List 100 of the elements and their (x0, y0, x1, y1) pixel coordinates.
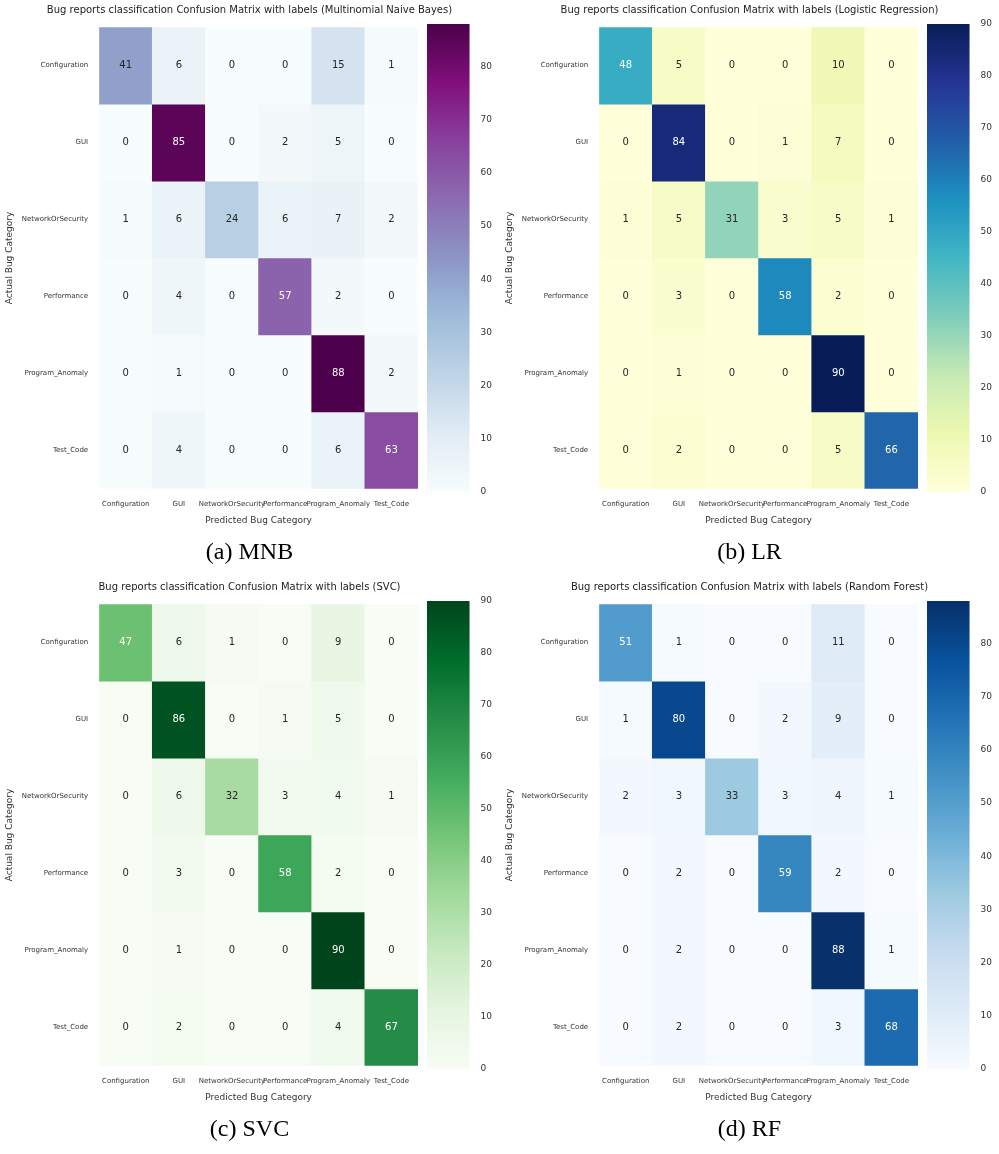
data-label: 0 (781, 943, 789, 955)
data-label: 4 (335, 1020, 342, 1032)
data-label: 7 (335, 213, 342, 225)
text: (b) LR (716, 538, 783, 565)
data-label: 0 (622, 366, 629, 378)
data-label: 0 (281, 59, 289, 71)
text: (c) SVC (208, 1115, 291, 1142)
data-label: 0 (728, 443, 736, 455)
data-label: 80 (672, 713, 686, 725)
data-label: 1 (175, 943, 183, 955)
data-label: 0 (228, 136, 236, 148)
x-axis-title: Predicted Bug Category (705, 514, 813, 525)
data-label: 66 (885, 443, 898, 455)
data-label: 6 (175, 59, 183, 71)
data-label: 0 (728, 290, 736, 302)
data-label: 5 (835, 213, 842, 225)
y-axis-title: Actual Bug Category (503, 211, 514, 305)
data-label: 2 (781, 713, 789, 725)
data-label: 0 (728, 366, 736, 378)
data-label: 31 (725, 213, 739, 225)
data-label: 0 (122, 1020, 129, 1032)
data-label: 0 (122, 366, 129, 378)
data-label: 3 (175, 867, 183, 879)
color-bar-label: 50 (480, 803, 493, 814)
data-label: 9 (835, 713, 842, 725)
data-label: 0 (228, 713, 236, 725)
data-label: 0 (888, 136, 895, 148)
data-label: 2 (675, 443, 683, 455)
data-label: 0 (622, 1020, 629, 1032)
data-label: 0 (781, 1020, 789, 1032)
chart-title: Bug reports classification Confusion Matrix with labels (Random Forest) (569, 581, 930, 592)
data-label: 2 (622, 790, 629, 802)
data-label: 0 (622, 867, 629, 879)
color-bar-label: 30 (480, 326, 493, 337)
chart-title: Bug reports classification Confusion Matrix with labels (Multinomial Naive Bayes) (45, 4, 454, 15)
data-label: 68 (885, 1020, 898, 1032)
color-bar-label: 50 (480, 220, 493, 231)
data-label: 0 (388, 943, 395, 955)
color-bar-label: 10 (980, 1010, 993, 1021)
data-label: 0 (728, 136, 736, 148)
data-label: 0 (728, 867, 736, 879)
data-label: 1 (622, 713, 629, 725)
y-axis-title: Actual Bug Category (3, 211, 14, 305)
data-label: 7 (835, 136, 842, 148)
data-label: 32 (225, 790, 239, 802)
data-label: 85 (172, 136, 186, 148)
data-label: 0 (228, 1020, 236, 1032)
data-label: 10 (831, 59, 845, 71)
data-label: 2 (675, 943, 683, 955)
data-label: 0 (281, 636, 289, 648)
data-label: 5 (675, 213, 683, 225)
data-label: 67 (385, 1020, 398, 1032)
color-bar-label: 0 (480, 486, 487, 497)
data-label: 90 (831, 366, 845, 378)
color-bar-label: 40 (480, 273, 493, 284)
data-label: 33 (725, 790, 739, 802)
data-label: 47 (119, 636, 133, 648)
data-label: 1 (781, 136, 789, 148)
data-label: 1 (675, 636, 683, 648)
data-label: 0 (228, 443, 236, 455)
data-label: 0 (781, 636, 789, 648)
color-bar-label: 80 (980, 70, 993, 81)
color-bar-label: 60 (980, 174, 993, 185)
data-label: 2 (388, 366, 395, 378)
data-label: 3 (675, 790, 683, 802)
data-label: 0 (281, 1020, 289, 1032)
color-bar-label: 80 (480, 60, 493, 71)
color-bar-label: 70 (480, 114, 493, 125)
color-bar-label: 40 (980, 278, 993, 289)
data-label: 0 (122, 867, 129, 879)
data-label: 0 (622, 443, 629, 455)
data-label: 2 (388, 213, 395, 225)
color-bar-label: 50 (980, 797, 993, 808)
color-bar-label: 80 (480, 647, 493, 658)
color-bar-label: 0 (980, 486, 987, 497)
data-label: 88 (331, 366, 345, 378)
data-label: 0 (622, 943, 629, 955)
color-bar-label: 70 (480, 699, 493, 710)
data-label: 58 (778, 290, 792, 302)
data-label: 1 (175, 366, 183, 378)
color-bar-label: 60 (480, 167, 493, 178)
data-label: 1 (388, 790, 395, 802)
data-label: 24 (225, 213, 239, 225)
x-axis-title: Predicted Bug Category (205, 1091, 313, 1102)
data-label: 0 (888, 713, 895, 725)
data-label: 0 (228, 290, 236, 302)
color-bar-label: 30 (480, 907, 493, 918)
data-label: 6 (281, 213, 289, 225)
chart-title: Bug reports classification Confusion Matrix with labels (SVC) (97, 581, 402, 592)
data-label: 0 (228, 867, 236, 879)
data-label: 0 (888, 290, 895, 302)
data-label: 4 (835, 790, 842, 802)
color-bar-label: 10 (480, 433, 493, 444)
data-label: 3 (781, 213, 789, 225)
data-label: 6 (175, 636, 183, 648)
data-label: 0 (728, 1020, 736, 1032)
data-label: 1 (228, 636, 236, 648)
data-label: 0 (781, 366, 789, 378)
data-label: 41 (119, 59, 133, 71)
color-bar-label: 20 (480, 379, 493, 390)
